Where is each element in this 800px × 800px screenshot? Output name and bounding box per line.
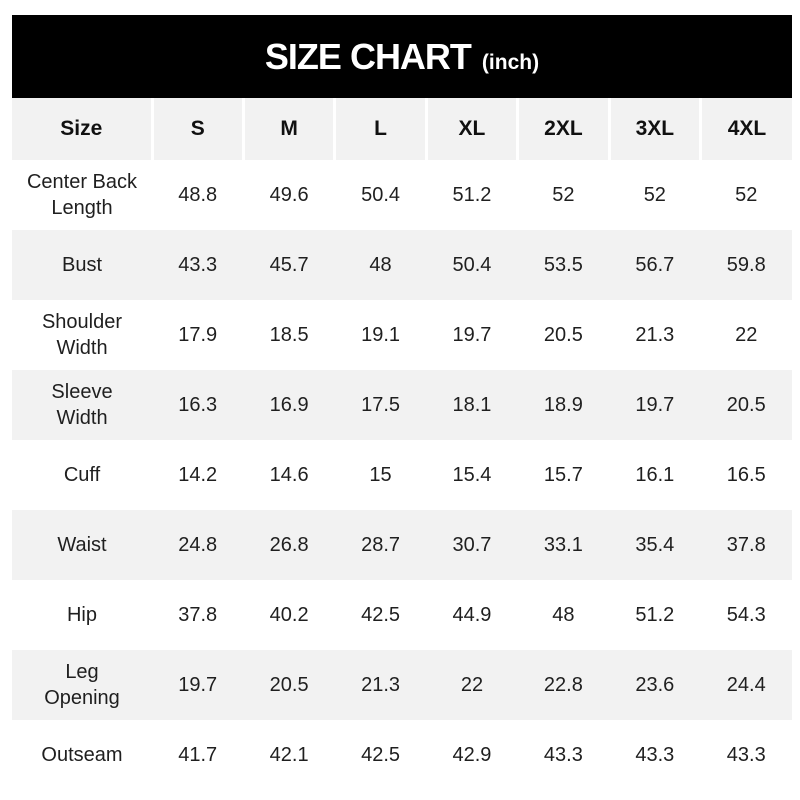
cell-value: 24.4 (700, 650, 792, 720)
row-label: Outseam (41, 743, 123, 766)
row-label: Sleeve Width (12, 370, 152, 440)
cell-value: 20.5 (700, 370, 792, 440)
cell-value: 16.9 (243, 370, 335, 440)
page-title: SIZE CHART (264, 35, 472, 77)
cell-value: 14.2 (178, 463, 218, 486)
cell-value: 18.9 (517, 370, 610, 440)
table-row: Hip 37.8 40.2 42.5 44.9 48 51.2 54.3 (12, 580, 792, 650)
cell-value: 15 (369, 463, 392, 486)
cell-value: 24.8 (152, 510, 244, 580)
cell-value: 53.5 (517, 230, 610, 300)
row-label: Shoulder Width (41, 310, 123, 359)
cell-value: 50.4 (361, 183, 401, 206)
cell-value: 40.2 (269, 603, 309, 626)
size-chart-table: Size S M L XL 2XL 3XL 4XL Center Back Length 48.… (12, 98, 792, 790)
cell-value: 51.2 (635, 603, 675, 626)
row-label: Cuff (63, 463, 101, 486)
column-header-row: Size S M L XL 2XL 3XL 4XL (12, 98, 792, 160)
cell-value: 15.7 (543, 463, 583, 486)
row-label: Center Back Length (26, 170, 138, 219)
cell-value: 14.6 (269, 463, 309, 486)
title-unit-label: (inch) (481, 50, 540, 74)
cell-value: 44.9 (452, 603, 492, 626)
cell-value: 45.7 (243, 230, 335, 300)
table-header: Size S M L XL 2XL 3XL 4XL (12, 98, 792, 160)
column-header-4xl: 4XL (699, 98, 792, 160)
table-row: Cuff 14.2 14.6 15 15.4 15.7 16.1 16.5 (12, 440, 792, 510)
column-header-m: M (241, 98, 335, 160)
column-header-2xl: 2XL (516, 98, 610, 160)
cell-value: 19.7 (452, 323, 492, 346)
cell-value: 17.5 (334, 370, 427, 440)
cell-value: 23.6 (609, 650, 701, 720)
cell-value: 51.2 (452, 183, 492, 206)
cell-value: 33.1 (517, 510, 610, 580)
cell-value: 20.5 (243, 650, 335, 720)
column-header-size: Size (12, 98, 152, 160)
cell-value: 42.9 (452, 743, 492, 766)
cell-value: 50.4 (426, 230, 518, 300)
column-header-l: L (333, 98, 427, 160)
cell-value: 22 (735, 323, 758, 346)
row-label: Hip (66, 603, 97, 626)
cell-value: 49.6 (269, 183, 309, 206)
size-chart-title-bar: SIZE CHART (inch) (12, 15, 792, 98)
cell-value: 48 (552, 603, 575, 626)
cell-value: 22.8 (517, 650, 610, 720)
cell-value: 48.8 (178, 183, 218, 206)
cell-value: 16.1 (635, 463, 675, 486)
row-label: Bust (12, 230, 152, 300)
cell-value: 43.3 (635, 743, 675, 766)
cell-value: 43.3 (726, 743, 766, 766)
cell-value: 18.1 (426, 370, 518, 440)
cell-value: 20.5 (543, 323, 583, 346)
table-row: Bust 43.3 45.7 48 50.4 53.5 56.7 59.8 (12, 230, 792, 300)
table-row: Waist 24.8 26.8 28.7 30.7 33.1 35.4 37.8 (12, 510, 792, 580)
cell-value: 54.3 (726, 603, 766, 626)
cell-value: 21.3 (334, 650, 427, 720)
column-header-3xl: 3XL (607, 98, 701, 160)
cell-value: 48 (334, 230, 427, 300)
table-row: Shoulder Width 17.9 18.5 19.1 19.7 20.5 21.3 22 (12, 300, 792, 370)
cell-value: 37.8 (178, 603, 218, 626)
table-row: Sleeve Width 16.3 16.9 17.5 18.1 18.9 19.7 20.5 (12, 370, 792, 440)
column-header-xl: XL (424, 98, 518, 160)
cell-value: 30.7 (426, 510, 518, 580)
cell-value: 52 (643, 183, 666, 206)
cell-value: 19.1 (361, 323, 401, 346)
cell-value: 35.4 (609, 510, 701, 580)
cell-value: 19.7 (609, 370, 701, 440)
cell-value: 42.1 (269, 743, 309, 766)
cell-value: 52 (735, 183, 758, 206)
cell-value: 52 (552, 183, 575, 206)
cell-value: 41.7 (178, 743, 218, 766)
table-body: Center Back Length 48.8 49.6 50.4 51.2 52 52 52… (12, 160, 792, 790)
cell-value: 43.3 (543, 743, 583, 766)
cell-value: 22 (426, 650, 518, 720)
row-label: Leg Opening (12, 650, 152, 720)
column-header-s: S (150, 98, 244, 160)
cell-value: 28.7 (334, 510, 427, 580)
cell-value: 59.8 (700, 230, 792, 300)
cell-value: 15.4 (452, 463, 492, 486)
cell-value: 42.5 (361, 603, 401, 626)
cell-value: 43.3 (152, 230, 244, 300)
table-row: Center Back Length 48.8 49.6 50.4 51.2 52 52 52 (12, 160, 792, 230)
cell-value: 17.9 (178, 323, 218, 346)
row-label: Waist (12, 510, 152, 580)
cell-value: 37.8 (700, 510, 792, 580)
cell-value: 26.8 (243, 510, 335, 580)
cell-value: 42.5 (361, 743, 401, 766)
cell-value: 21.3 (635, 323, 675, 346)
title-group: SIZE CHART (inch) (265, 36, 539, 78)
cell-value: 18.5 (269, 323, 309, 346)
cell-value: 19.7 (152, 650, 244, 720)
cell-value: 56.7 (609, 230, 701, 300)
cell-value: 16.5 (726, 463, 766, 486)
cell-value: 16.3 (152, 370, 244, 440)
table-row: Leg Opening 19.7 20.5 21.3 22 22.8 23.6 24.4 (12, 650, 792, 720)
table-row: Outseam 41.7 42.1 42.5 42.9 43.3 43.3 43.3 (12, 720, 792, 790)
